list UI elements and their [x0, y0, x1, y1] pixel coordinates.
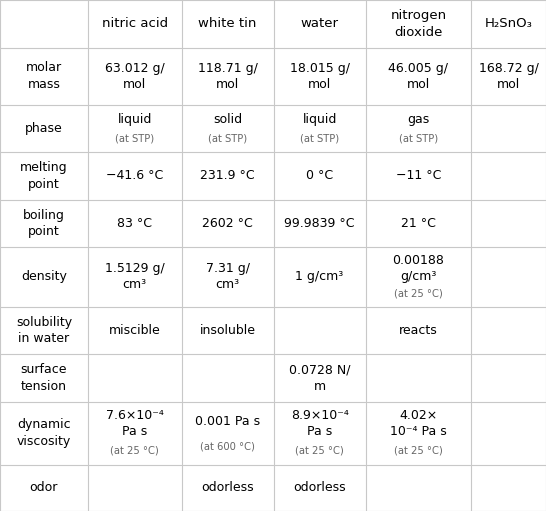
- Text: liquid: liquid: [302, 113, 337, 126]
- Text: nitrogen
dioxide: nitrogen dioxide: [390, 9, 447, 38]
- Text: 4.02×
10⁻⁴ Pa s: 4.02× 10⁻⁴ Pa s: [390, 409, 447, 438]
- Text: 8.9×10⁻⁴
Pa s: 8.9×10⁻⁴ Pa s: [290, 409, 348, 438]
- Text: gas: gas: [407, 113, 430, 126]
- Text: solubility
in water: solubility in water: [16, 316, 72, 345]
- Text: white tin: white tin: [198, 17, 257, 30]
- Text: odorless: odorless: [293, 481, 346, 494]
- Text: (at STP): (at STP): [208, 134, 247, 144]
- Text: 63.012 g/
mol: 63.012 g/ mol: [105, 61, 164, 90]
- Text: odorless: odorless: [201, 481, 254, 494]
- Text: miscible: miscible: [109, 324, 161, 337]
- Text: phase: phase: [25, 122, 63, 135]
- Text: density: density: [21, 270, 67, 284]
- Text: 1 g/cm³: 1 g/cm³: [295, 270, 344, 284]
- Text: 0.00188
g/cm³: 0.00188 g/cm³: [393, 253, 444, 283]
- Text: liquid: liquid: [117, 113, 152, 126]
- Text: (at 600 °C): (at 600 °C): [200, 442, 255, 452]
- Text: boiling
point: boiling point: [23, 209, 65, 238]
- Text: melting
point: melting point: [20, 161, 68, 191]
- Text: surface
tension: surface tension: [21, 363, 67, 393]
- Text: 21 °C: 21 °C: [401, 217, 436, 230]
- Text: (at 25 °C): (at 25 °C): [110, 446, 159, 456]
- Text: 231.9 °C: 231.9 °C: [200, 170, 255, 182]
- Text: 118.71 g/
mol: 118.71 g/ mol: [198, 61, 258, 90]
- Text: solid: solid: [213, 113, 242, 126]
- Text: 7.6×10⁻⁴
Pa s: 7.6×10⁻⁴ Pa s: [106, 409, 164, 438]
- Text: insoluble: insoluble: [200, 324, 256, 337]
- Text: 0 °C: 0 °C: [306, 170, 333, 182]
- Text: −11 °C: −11 °C: [396, 170, 441, 182]
- Text: (at STP): (at STP): [300, 134, 339, 144]
- Text: nitric acid: nitric acid: [102, 17, 168, 30]
- Text: 99.9839 °C: 99.9839 °C: [284, 217, 355, 230]
- Text: (at 25 °C): (at 25 °C): [394, 446, 443, 456]
- Text: 7.31 g/
cm³: 7.31 g/ cm³: [206, 263, 250, 291]
- Text: (at 25 °C): (at 25 °C): [295, 446, 344, 456]
- Text: (at STP): (at STP): [115, 134, 155, 144]
- Text: dynamic
viscosity: dynamic viscosity: [17, 419, 71, 448]
- Text: 1.5129 g/
cm³: 1.5129 g/ cm³: [105, 263, 164, 291]
- Text: 0.0728 N/
m: 0.0728 N/ m: [289, 363, 351, 392]
- Text: 0.001 Pa s: 0.001 Pa s: [195, 415, 260, 428]
- Text: 83 °C: 83 °C: [117, 217, 152, 230]
- Text: 168.72 g/
mol: 168.72 g/ mol: [479, 61, 538, 90]
- Text: 2602 °C: 2602 °C: [202, 217, 253, 230]
- Text: odor: odor: [29, 481, 58, 494]
- Text: reacts: reacts: [399, 324, 438, 337]
- Text: 46.005 g/
mol: 46.005 g/ mol: [388, 61, 448, 90]
- Text: (at 25 °C): (at 25 °C): [394, 289, 443, 298]
- Text: water: water: [301, 17, 339, 30]
- Text: (at STP): (at STP): [399, 134, 438, 144]
- Text: H₂SnO₃: H₂SnO₃: [485, 17, 532, 30]
- Text: 18.015 g/
mol: 18.015 g/ mol: [289, 61, 349, 90]
- Text: molar
mass: molar mass: [26, 61, 62, 91]
- Text: −41.6 °C: −41.6 °C: [106, 170, 163, 182]
